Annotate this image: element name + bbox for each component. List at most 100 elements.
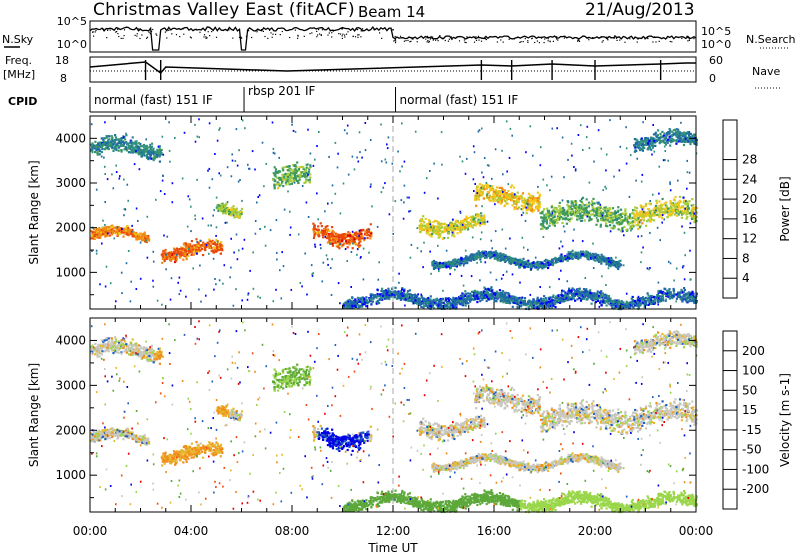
velocity-cell xyxy=(329,443,332,446)
power-cell xyxy=(562,217,565,220)
velocity-cell xyxy=(580,409,583,412)
velocity-cell xyxy=(474,401,477,404)
power-cell xyxy=(607,209,610,213)
power-cell xyxy=(457,221,460,224)
nsearch-point xyxy=(327,34,329,36)
power-cell xyxy=(125,228,128,231)
velocity-cell xyxy=(631,419,634,422)
velocity-cell xyxy=(237,414,240,417)
velocity-cell xyxy=(195,446,199,449)
velocity-cell xyxy=(90,439,93,443)
velocity-cell xyxy=(492,397,495,400)
power-cell xyxy=(618,223,621,226)
power-cell xyxy=(467,217,470,220)
velocity-cell xyxy=(555,410,558,413)
power-cell xyxy=(482,216,486,219)
velocity-cell xyxy=(426,435,429,438)
nsearch-point xyxy=(601,41,603,43)
velocity-cell xyxy=(496,392,499,395)
nsearch-point xyxy=(309,33,311,35)
power-cell xyxy=(290,171,293,174)
velocity-cell xyxy=(486,393,489,396)
velocity-cell xyxy=(344,442,348,445)
power-cell xyxy=(313,233,316,236)
power-cell xyxy=(586,213,589,216)
power-cell xyxy=(332,231,335,234)
velocity-cell xyxy=(226,413,229,416)
power-cell xyxy=(169,259,172,262)
velocity-cell xyxy=(560,418,563,421)
velocity-cell xyxy=(315,434,319,437)
power-cell xyxy=(282,175,285,178)
velocity-cell xyxy=(224,414,228,417)
power-cell xyxy=(200,244,203,247)
velocity-cell xyxy=(467,430,470,434)
power-cell xyxy=(622,219,625,222)
power-cell xyxy=(174,259,177,262)
power-cell xyxy=(492,190,495,193)
velocity-cell xyxy=(523,399,526,403)
power-cell xyxy=(556,218,559,221)
velocity-cell xyxy=(592,400,595,403)
power-cell xyxy=(449,228,452,231)
velocity-cell xyxy=(127,429,130,432)
nsearch-point xyxy=(647,37,649,40)
nsearch-point xyxy=(427,37,429,39)
velocity-cell xyxy=(438,432,441,435)
power-cell xyxy=(228,210,231,213)
velocity-cell xyxy=(432,429,435,432)
power-cell xyxy=(276,176,279,179)
power-cell xyxy=(170,258,173,261)
power-cell xyxy=(538,201,541,204)
nsearch-point xyxy=(410,40,412,42)
nsearch-point xyxy=(251,36,253,39)
power-cell xyxy=(323,227,326,231)
power-cell xyxy=(188,245,191,248)
velocity-cell xyxy=(513,410,516,413)
power-cell xyxy=(575,201,578,204)
power-cell xyxy=(532,196,535,199)
nsearch-point xyxy=(195,28,197,30)
power-cell xyxy=(204,245,208,248)
nsearch-point xyxy=(634,36,636,38)
power-cell xyxy=(628,215,632,218)
power-cell xyxy=(226,208,229,211)
velocity-cell xyxy=(196,453,199,456)
power-cell xyxy=(476,215,479,218)
power-cell xyxy=(502,192,505,195)
velocity-cell xyxy=(486,386,489,389)
power-cell xyxy=(194,246,197,249)
power-cell xyxy=(618,215,621,218)
power-cell xyxy=(568,220,571,223)
power-cell xyxy=(578,208,581,211)
nsearch-point xyxy=(519,41,521,43)
velocity-cell xyxy=(494,394,497,397)
power-cell xyxy=(467,228,470,231)
power-cell xyxy=(180,254,183,257)
nsearch-point xyxy=(688,38,690,40)
power-cell xyxy=(586,212,589,215)
velocity-cell xyxy=(480,414,483,417)
velocity-cell xyxy=(309,366,312,369)
power-cell xyxy=(505,192,508,195)
power-cell xyxy=(180,249,183,252)
velocity-cell xyxy=(536,402,539,405)
velocity-cell xyxy=(618,418,621,421)
velocity-cell xyxy=(554,413,557,416)
power-cell xyxy=(468,224,471,228)
velocity-cell xyxy=(624,416,627,420)
power-cell xyxy=(522,206,525,209)
power-cell xyxy=(284,178,287,181)
nsearch-point xyxy=(171,33,173,35)
power-cell xyxy=(288,183,291,186)
power-cell xyxy=(287,182,290,185)
velocity-cell xyxy=(367,430,370,433)
power-cell xyxy=(578,217,581,220)
velocity-cell xyxy=(96,438,99,441)
power-cell xyxy=(222,212,225,215)
velocity-cell xyxy=(141,435,145,438)
power-cell xyxy=(568,212,572,215)
nsearch-point xyxy=(508,38,510,40)
power-cell xyxy=(593,210,596,213)
velocity-cell xyxy=(101,435,105,438)
